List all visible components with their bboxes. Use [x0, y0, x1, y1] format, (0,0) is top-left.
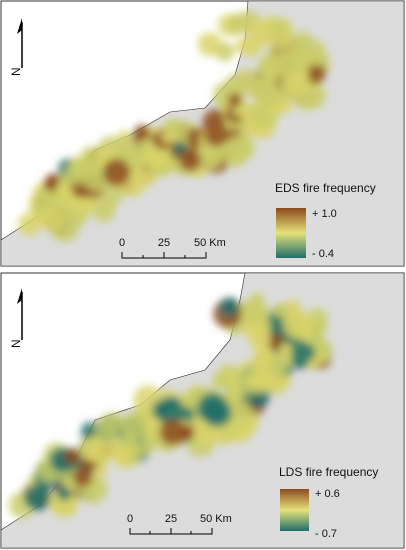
- heat-spot: [227, 13, 250, 36]
- panel-bottom: N 0 25 50 Km LDS fire frequency + 0.6 - …: [0, 272, 405, 549]
- heat-spot: [63, 447, 81, 465]
- heat-spot: [40, 209, 63, 232]
- heat-spot: [307, 358, 320, 371]
- heat-spot: [197, 392, 228, 423]
- legend-ramp: [280, 489, 309, 531]
- scale-label: 50 Km: [200, 513, 232, 525]
- heat-spot: [72, 467, 93, 487]
- heat-spot: [237, 102, 253, 118]
- heat-spot: [156, 396, 185, 425]
- heat-spot: [304, 62, 326, 84]
- heat-spot: [181, 425, 195, 439]
- scale-label: 50 Km: [194, 237, 226, 249]
- north-label: N: [9, 339, 23, 348]
- heat-spot: [219, 297, 240, 318]
- north-arrow: [17, 288, 23, 340]
- heat-spot: [226, 133, 255, 162]
- scale-bar: [129, 528, 213, 535]
- heat-spot: [102, 158, 131, 187]
- north-label: N: [9, 67, 23, 76]
- heat-spot: [265, 104, 278, 117]
- heat-spot: [160, 131, 173, 144]
- heat-spot: [290, 59, 304, 73]
- heat-spot: [299, 39, 327, 66]
- heat-spot: [239, 372, 260, 392]
- heat-spot: [18, 212, 42, 236]
- heat-spot: [46, 173, 60, 188]
- heat-spot: [179, 406, 194, 421]
- scale-label: 25: [158, 237, 170, 249]
- north-arrow: [17, 18, 23, 68]
- heat-spot: [197, 426, 217, 446]
- heat-spot: [204, 122, 229, 147]
- scale-label: 0: [119, 237, 125, 249]
- legend-title: LDS fire frequency: [279, 465, 378, 479]
- heat-spot: [50, 489, 79, 518]
- legend-max: + 1.0: [312, 208, 337, 220]
- heat-spot: [246, 18, 276, 48]
- heat-spot: [155, 149, 173, 167]
- heat-spot: [276, 97, 293, 114]
- heat-spot: [178, 149, 202, 172]
- legend-min: - 0.4: [312, 248, 334, 260]
- heat-spot: [197, 32, 222, 57]
- heatmap: [18, 10, 331, 243]
- heat-spot: [271, 353, 290, 373]
- heat-spot: [282, 310, 313, 340]
- heat-spot: [85, 434, 116, 465]
- heat-spot: [246, 300, 264, 318]
- heat-spot: [269, 371, 291, 393]
- heat-spot: [235, 38, 250, 54]
- heat-spot: [262, 53, 284, 75]
- legend-title: EDS fire frequency: [275, 181, 376, 195]
- legend-ramp: [276, 208, 306, 258]
- heat-spot: [212, 372, 229, 389]
- legend-min: - 0.7: [315, 528, 337, 540]
- heatmap: [9, 292, 333, 519]
- heat-spot: [134, 124, 150, 141]
- heat-spot: [79, 196, 93, 210]
- heat-spot: [271, 303, 286, 318]
- heat-spot: [38, 189, 53, 204]
- legend-max: + 0.6: [315, 488, 340, 500]
- heat-spot: [119, 412, 148, 442]
- heat-spot: [237, 68, 257, 89]
- scale-label: 25: [165, 513, 177, 525]
- heat-spot: [228, 93, 242, 107]
- heat-spot: [24, 485, 51, 511]
- heat-spot: [115, 137, 139, 161]
- scale-bar: [121, 252, 207, 259]
- scale-label: 0: [127, 513, 133, 525]
- panel-top: N 0 25 50 Km EDS fire frequency + 1.0 - …: [0, 0, 405, 267]
- heat-spot: [159, 418, 187, 446]
